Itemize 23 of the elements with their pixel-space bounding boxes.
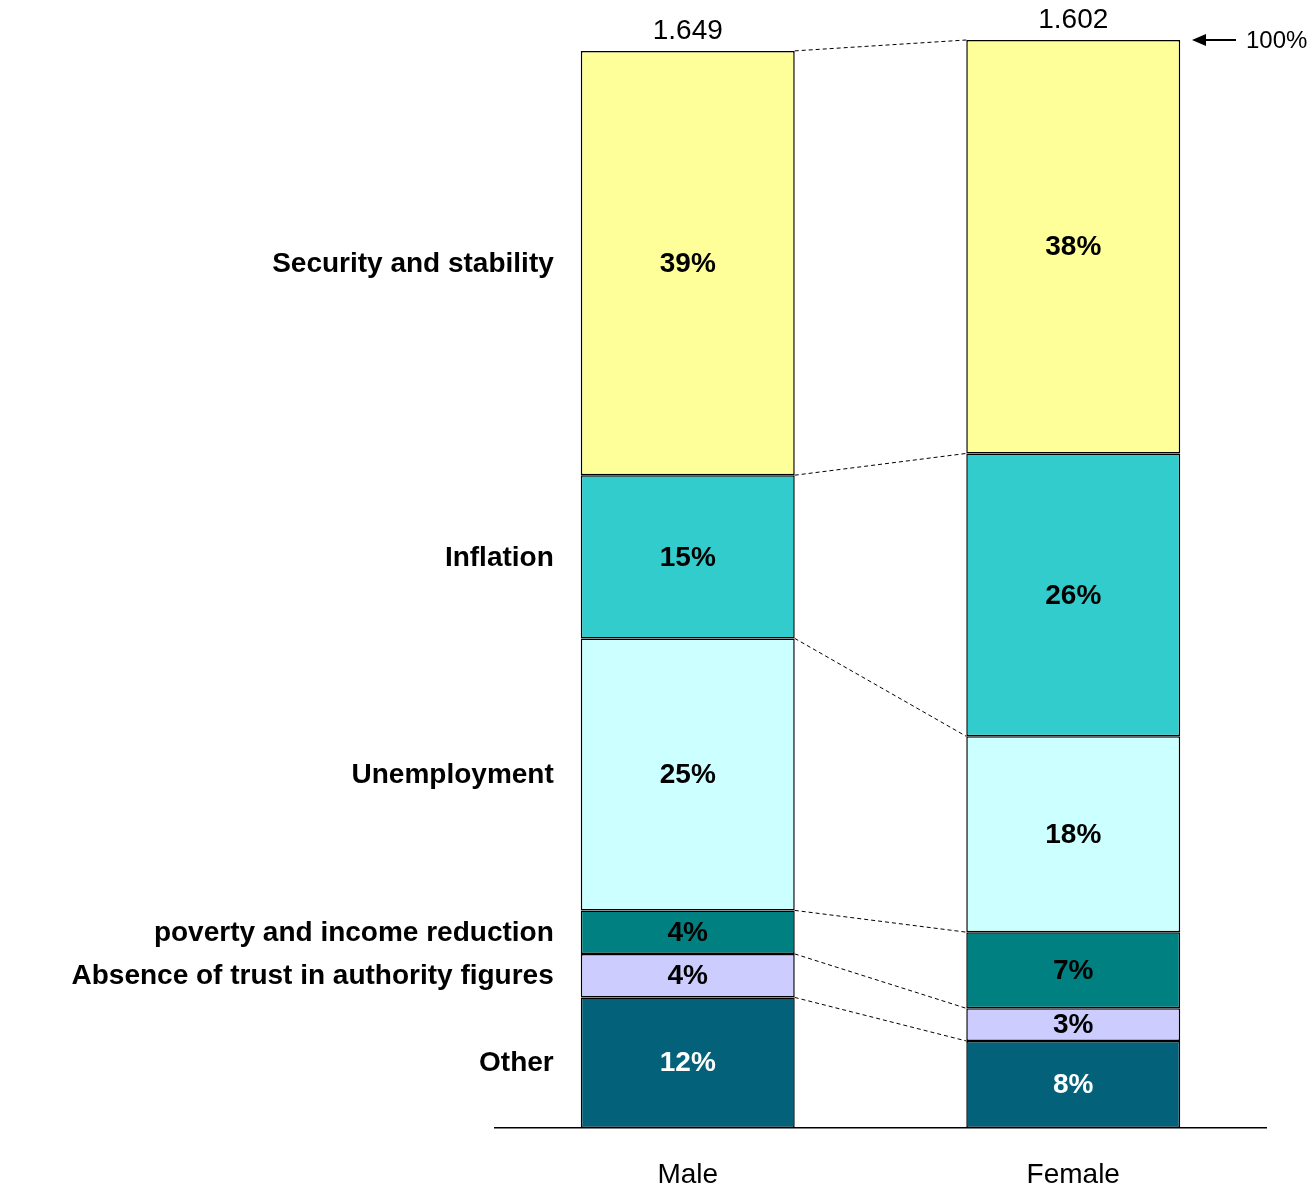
x-tick-label: Female <box>1026 1157 1120 1189</box>
annotation: 1.649 <box>652 13 723 45</box>
data-label: 15% <box>659 540 716 572</box>
series-label: Other <box>479 1046 554 1078</box>
series-label: Absence of trust in authority figures <box>71 959 554 991</box>
annotation: 100% <box>1246 25 1308 53</box>
data-label: 4% <box>667 915 709 947</box>
data-label: 8% <box>1053 1068 1094 1100</box>
series-label: Unemployment <box>351 758 554 790</box>
data-label: 3% <box>1053 1008 1094 1040</box>
data-label: 18% <box>1045 817 1102 849</box>
data-label: 26% <box>1045 578 1102 610</box>
data-label: 12% <box>659 1046 716 1078</box>
annotation: 1.602 <box>1038 2 1109 34</box>
x-tick-label: Male <box>657 1157 719 1189</box>
data-label: 25% <box>659 758 716 790</box>
data-label: 38% <box>1045 230 1102 262</box>
data-label: 39% <box>659 246 716 278</box>
series-label: Inflation <box>444 540 554 572</box>
series-label: Security and stability <box>272 246 555 278</box>
data-label: 4% <box>667 959 709 991</box>
data-label: 7% <box>1053 953 1094 985</box>
series-label: poverty and income reduction <box>153 915 554 947</box>
